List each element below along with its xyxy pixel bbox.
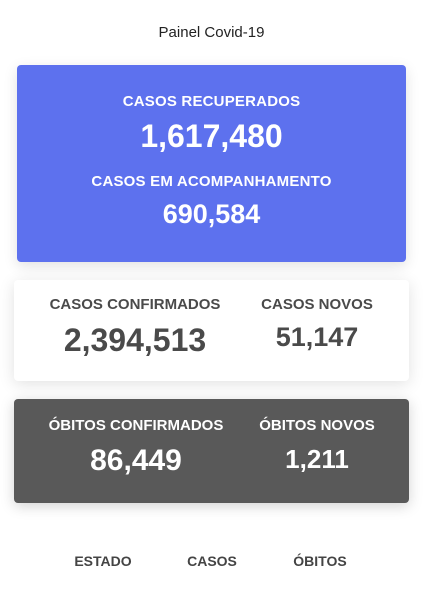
- confirmed-card: CASOS CONFIRMADOS 2,394,513 CASOS NOVOS …: [14, 280, 409, 381]
- confirmed-deaths-column: ÓBITOS CONFIRMADOS 86,449: [38, 399, 234, 503]
- recovered-value: 1,617,480: [140, 118, 283, 154]
- nav-item-obitos[interactable]: ÓBITOS: [293, 553, 347, 569]
- confirmed-cases-column: CASOS CONFIRMADOS 2,394,513: [40, 280, 230, 381]
- confirmed-cases-label: CASOS CONFIRMADOS: [49, 296, 221, 313]
- nav-item-estado[interactable]: ESTADO: [74, 553, 132, 569]
- deaths-card: ÓBITOS CONFIRMADOS 86,449 ÓBITOS NOVOS 1…: [14, 399, 409, 503]
- confirmed-deaths-label: ÓBITOS CONFIRMADOS: [48, 417, 224, 434]
- recovered-label: CASOS RECUPERADOS: [122, 93, 301, 110]
- new-deaths-value: 1,211: [285, 444, 349, 474]
- page-title: Painel Covid-19: [158, 24, 265, 41]
- confirmed-cases-value: 2,394,513: [63, 322, 207, 358]
- new-deaths-label: ÓBITOS NOVOS: [259, 417, 375, 434]
- monitoring-value: 690,584: [162, 199, 261, 229]
- new-cases-label: CASOS NOVOS: [261, 296, 373, 313]
- monitoring-label: CASOS EM ACOMPANHAMENTO: [91, 173, 332, 190]
- new-cases-column: CASOS NOVOS 51,147: [252, 280, 382, 381]
- new-deaths-column: ÓBITOS NOVOS 1,211: [252, 399, 382, 503]
- bottom-nav: ESTADO CASOS ÓBITOS: [0, 553, 423, 573]
- confirmed-deaths-value: 86,449: [90, 444, 182, 477]
- nav-item-casos[interactable]: CASOS: [187, 553, 237, 569]
- recovered-card: CASOS RECUPERADOS 1,617,480 CASOS EM ACO…: [17, 65, 406, 262]
- new-cases-value: 51,147: [275, 322, 359, 352]
